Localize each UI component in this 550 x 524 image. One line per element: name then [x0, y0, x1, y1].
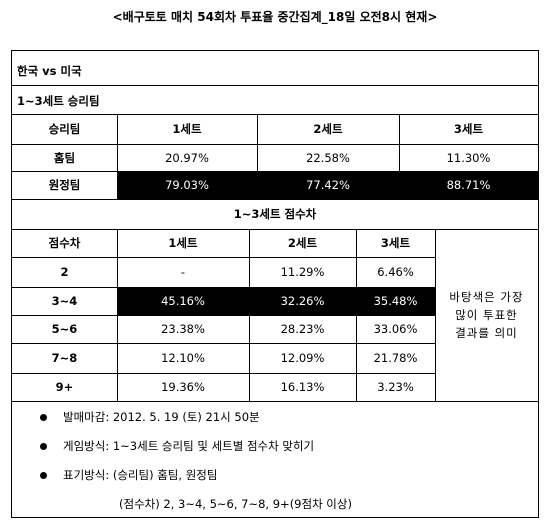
s1-home-set1: 20.97% — [165, 150, 209, 165]
section2-heading: 1~3세트 점수차 — [233, 207, 317, 221]
bullet-icon — [40, 471, 47, 479]
notation-text: 표기방식: (승리팀) 홈팀, 원정팀 — [63, 468, 218, 482]
s2-r2-set3: 6.46% — [377, 265, 414, 279]
note-line-3: 결과를 의미 — [455, 326, 518, 340]
s2-r9-set3: 3.23% — [377, 380, 414, 394]
s2-r9-set1: 19.36% — [161, 380, 205, 394]
s2-col-diff: 점수차 — [48, 236, 81, 250]
s2-row-2-label: 2 — [60, 265, 69, 279]
s2-row-78-label: 7~8 — [51, 351, 78, 365]
s1-row-away-label: 원정팀 — [48, 178, 81, 192]
s1-row-home-label: 홈팀 — [53, 150, 76, 165]
page-title: <배구토토 매치 54회차 투표율 중간집계_18일 오전8시 현재> — [112, 10, 438, 24]
s2-row-56-label: 5~6 — [51, 322, 78, 336]
s2-r56-set1: 23.38% — [161, 322, 205, 336]
s2-row-34-label: 3~4 — [51, 294, 78, 308]
s1-home-set2: 22.58% — [306, 150, 350, 165]
s2-r9-set2: 16.13% — [280, 380, 325, 394]
s2-r34-set3: 35.48% — [373, 294, 418, 308]
note-line-2: 많이 투표한 — [455, 308, 518, 322]
s2-r56-set2: 28.23% — [280, 322, 325, 336]
notation-info: 표기방식: (승리팀) 홈팀, 원정팀 — [40, 467, 217, 483]
s1-col-set3: 3세트 — [453, 122, 484, 136]
match-label: 한국 vs 미국 — [17, 64, 82, 78]
s2-r56-set3: 33.06% — [373, 322, 418, 336]
results-table: 한국 vs 미국 1~3세트 승리팀 승리팀 1세트 2세트 3세트 홈팀 20… — [11, 50, 539, 518]
note-line-1: 바탕색은 가장 — [449, 290, 524, 304]
s2-r78-set3: 21.78% — [373, 351, 418, 365]
highlight-note: 바탕색은 가장 많이 투표한 결과를 의미 — [435, 229, 538, 401]
s2-r78-set2: 12.09% — [280, 351, 325, 365]
bullet-icon — [40, 413, 47, 421]
s2-col-set3: 3세트 — [380, 236, 411, 250]
s2-col-set1: 1세트 — [168, 236, 198, 250]
s2-col-set2: 2세트 — [287, 236, 318, 250]
s1-col-set1: 1세트 — [172, 122, 202, 136]
s2-r2-set1: - — [180, 265, 186, 279]
s1-col-set2: 2세트 — [313, 122, 343, 136]
method-info: 게임방식: 1~3세트 승리팀 및 세트별 점수차 맞히기 — [40, 438, 314, 454]
s1-away-set2: 77.42% — [306, 178, 350, 192]
bullet-icon — [40, 442, 47, 450]
s2-r34-set2: 32.26% — [280, 294, 325, 308]
notation-text-2: (점수차) 2, 3~4, 5~6, 7~8, 9+(9점차 이상) — [119, 497, 352, 511]
section1-heading: 1~3세트 승리팀 — [17, 94, 100, 108]
deadline-text: 발매마감: 2012. 5. 19 (토) 21시 50분 — [63, 410, 260, 424]
method-text: 게임방식: 1~3세트 승리팀 및 세트별 점수차 맞히기 — [63, 439, 315, 453]
s2-r78-set1: 12.10% — [161, 351, 205, 365]
s2-row-9-label: 9+ — [55, 380, 74, 394]
s2-r2-set2: 11.29% — [280, 265, 325, 279]
s1-home-set3: 11.30% — [446, 150, 491, 165]
s2-r34-set1: 45.16% — [161, 294, 205, 308]
s1-col-winner: 승리팀 — [48, 122, 81, 136]
s1-away-set1: 79.03% — [165, 178, 209, 192]
s1-away-set3: 88.71% — [446, 178, 491, 192]
deadline-info: 발매마감: 2012. 5. 19 (토) 21시 50분 — [40, 409, 260, 425]
